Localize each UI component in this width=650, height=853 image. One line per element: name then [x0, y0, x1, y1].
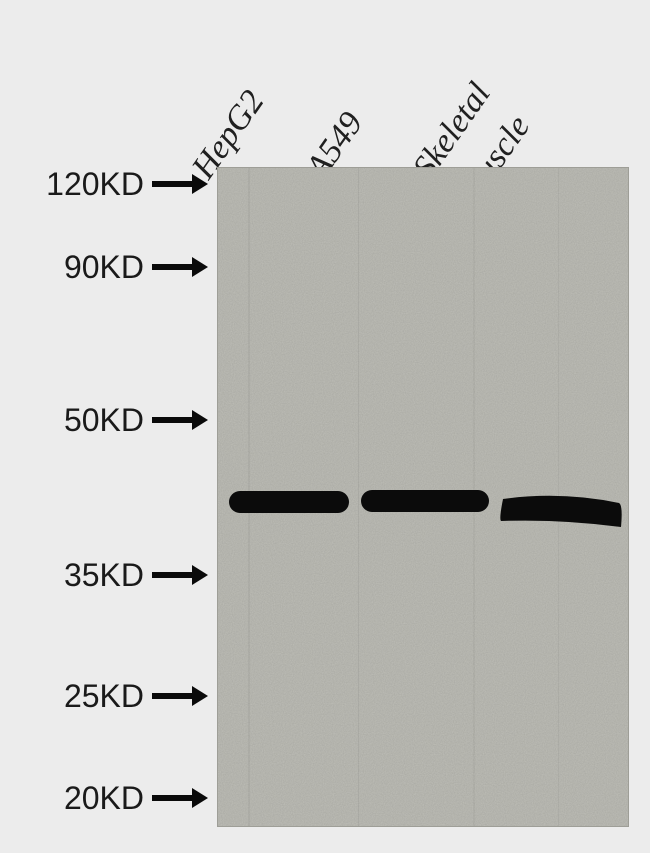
- mw-marker-label: 35KD: [64, 557, 144, 594]
- mw-marker-label: 20KD: [64, 780, 144, 817]
- mw-marker-arrow: [152, 565, 208, 585]
- mw-marker-label: 25KD: [64, 678, 144, 715]
- mw-marker-arrow: [152, 686, 208, 706]
- arrow-shaft: [152, 181, 192, 187]
- arrow-head: [192, 565, 208, 585]
- band: [229, 491, 349, 513]
- arrow-head: [192, 174, 208, 194]
- mw-marker-label: 120KD: [46, 166, 144, 203]
- blot-membrane: [217, 167, 629, 827]
- band: [499, 493, 623, 531]
- mw-marker-arrow: [152, 410, 208, 430]
- arrow-shaft: [152, 572, 192, 578]
- arrow-head: [192, 410, 208, 430]
- mw-marker-arrow: [152, 257, 208, 277]
- arrow-shaft: [152, 795, 192, 801]
- blot-figure: HepG2A549Skeletalmuscle 120KD90KD50KD35K…: [0, 0, 650, 853]
- band: [361, 490, 489, 512]
- arrow-head: [192, 257, 208, 277]
- arrow-head: [192, 788, 208, 808]
- arrow-shaft: [152, 264, 192, 270]
- mw-marker-label: 50KD: [64, 402, 144, 439]
- mw-marker-arrow: [152, 788, 208, 808]
- arrow-head: [192, 686, 208, 706]
- mw-marker-arrow: [152, 174, 208, 194]
- arrow-shaft: [152, 417, 192, 423]
- mw-marker-label: 90KD: [64, 249, 144, 286]
- arrow-shaft: [152, 693, 192, 699]
